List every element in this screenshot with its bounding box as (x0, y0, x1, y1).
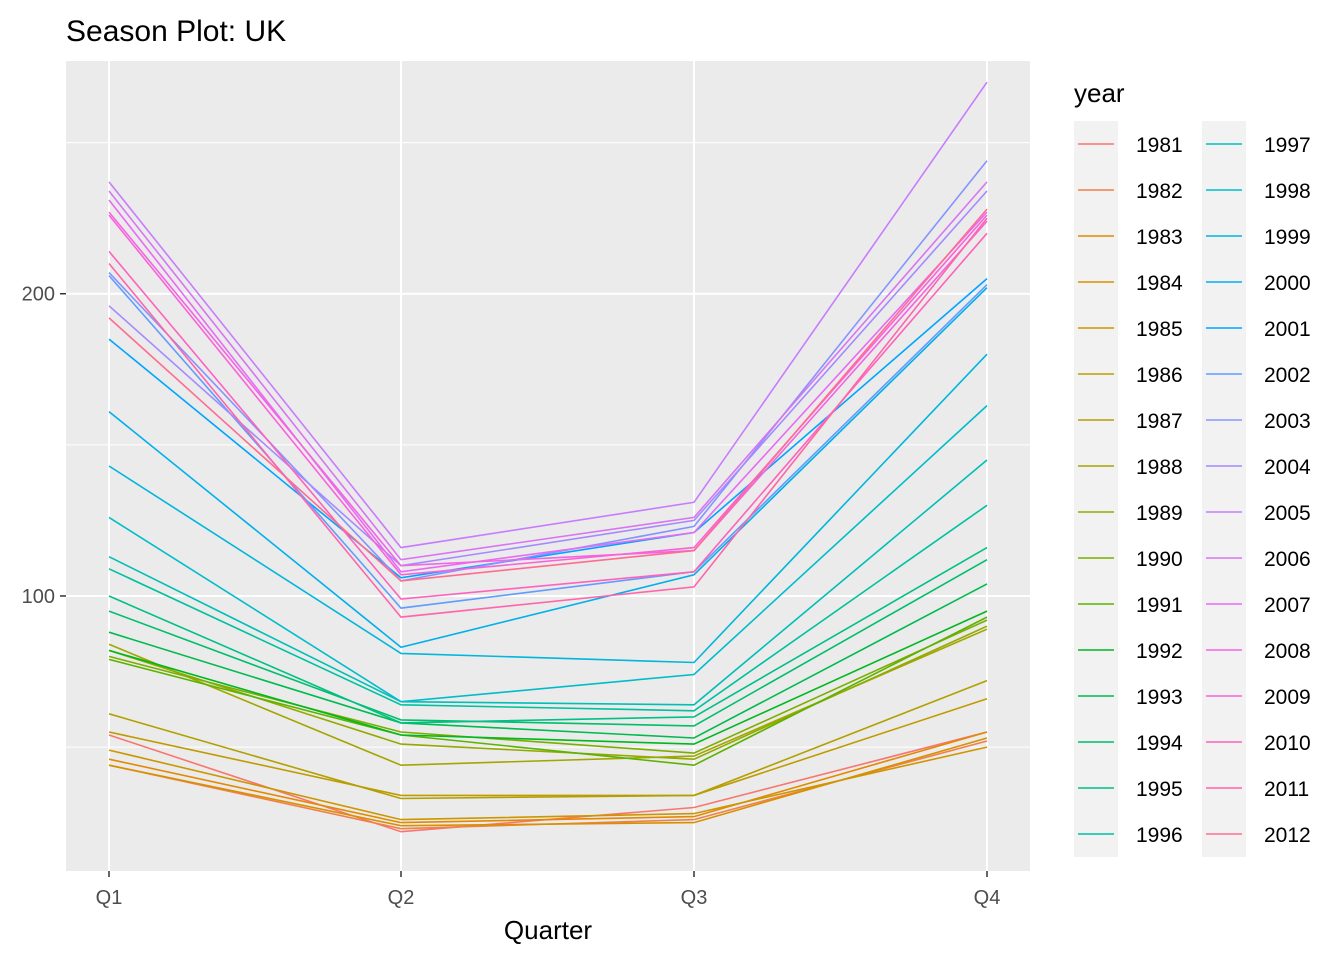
series-line-2005 (108, 81, 988, 549)
series-line-2006 (108, 181, 988, 561)
series-line-1993 (108, 583, 988, 739)
series-line-2009 (108, 214, 988, 576)
legend-label-2010: 2010 (1264, 732, 1311, 755)
series-line-2003 (108, 160, 988, 582)
y-tick-label-200: 200 (22, 284, 55, 306)
legend-label-1985: 1985 (1136, 318, 1183, 341)
legend-label-1987: 1987 (1136, 410, 1183, 433)
legend-label-1998: 1998 (1264, 180, 1311, 203)
series-line-2008 (108, 211, 988, 567)
series-line-1997 (108, 459, 988, 706)
legend-label-1982: 1982 (1136, 180, 1183, 203)
legend-label-1993: 1993 (1136, 686, 1183, 709)
legend-label-1997: 1997 (1264, 134, 1311, 157)
series-line-2002 (108, 275, 988, 609)
series-line-2004 (108, 190, 988, 567)
legend-label-2006: 2006 (1264, 548, 1311, 571)
x-tick-label-Q4: Q4 (974, 887, 1001, 909)
x-tick-label-Q2: Q2 (388, 887, 415, 909)
x-axis: Q1 Q2 Q3 Q4 (96, 871, 1001, 909)
y-tick-label-100: 100 (22, 586, 55, 608)
legend-title: year (1074, 78, 1125, 108)
series-line-1987 (108, 679, 988, 800)
legend-label-1984: 1984 (1136, 272, 1183, 295)
legend-label-1994: 1994 (1136, 732, 1183, 755)
series-line-1991 (108, 616, 988, 767)
legend-label-2011: 2011 (1264, 778, 1309, 801)
series-lines (108, 81, 988, 833)
series-line-1995 (108, 546, 988, 724)
series-line-1986 (108, 697, 988, 797)
legend-label-2001: 2001 (1264, 318, 1311, 341)
series-line-2000 (108, 287, 988, 649)
chart-title: Season Plot: UK (66, 15, 286, 48)
legend-label-2000: 2000 (1264, 272, 1311, 295)
legend-label-1983: 1983 (1136, 226, 1183, 249)
legend-label-1986: 1986 (1136, 364, 1183, 387)
minor-grid (66, 142, 1030, 748)
series-line-1999 (108, 353, 988, 664)
legend-label-2002: 2002 (1264, 364, 1311, 387)
legend-label-2004: 2004 (1264, 456, 1311, 479)
plot-panel (66, 61, 1030, 871)
x-tick-label-Q1: Q1 (96, 887, 123, 909)
series-line-2011 (108, 217, 988, 618)
legend-label-2008: 2008 (1264, 640, 1311, 663)
legend-label-2007: 2007 (1264, 594, 1311, 617)
legend-label-2005: 2005 (1264, 502, 1311, 525)
series-line-1990 (108, 619, 988, 754)
legend-label-1981: 1981 (1136, 134, 1183, 157)
series-line-2007 (108, 199, 988, 573)
series-line-1992 (108, 610, 988, 745)
series-line-2012 (108, 208, 988, 582)
legend-label-1990: 1990 (1136, 548, 1183, 571)
legend: 1981 1982 1983 1984 1985 1986 1987 1988 1989 1990… (1074, 121, 1311, 857)
legend-label-1989: 1989 (1136, 502, 1183, 525)
legend-label-2009: 2009 (1264, 686, 1311, 709)
x-axis-label: Quarter (504, 915, 592, 945)
series-line-1996 (108, 504, 988, 712)
legend-label-1996: 1996 (1136, 824, 1183, 847)
y-axis: 100 200 (22, 284, 66, 608)
x-tick-label-Q3: Q3 (681, 887, 708, 909)
series-line-1985 (108, 746, 988, 821)
series-line-1983 (108, 731, 988, 824)
series-line-1998 (108, 405, 988, 703)
series-line-1994 (108, 559, 988, 727)
legend-label-1995: 1995 (1136, 778, 1183, 801)
legend-label-2012: 2012 (1264, 824, 1311, 847)
legend-label-1999: 1999 (1264, 226, 1311, 249)
legend-label-1988: 1988 (1136, 456, 1183, 479)
legend-label-1992: 1992 (1136, 640, 1183, 663)
legend-label-2003: 2003 (1264, 410, 1311, 433)
series-line-2001 (108, 277, 988, 579)
legend-label-1991: 1991 (1136, 594, 1183, 617)
